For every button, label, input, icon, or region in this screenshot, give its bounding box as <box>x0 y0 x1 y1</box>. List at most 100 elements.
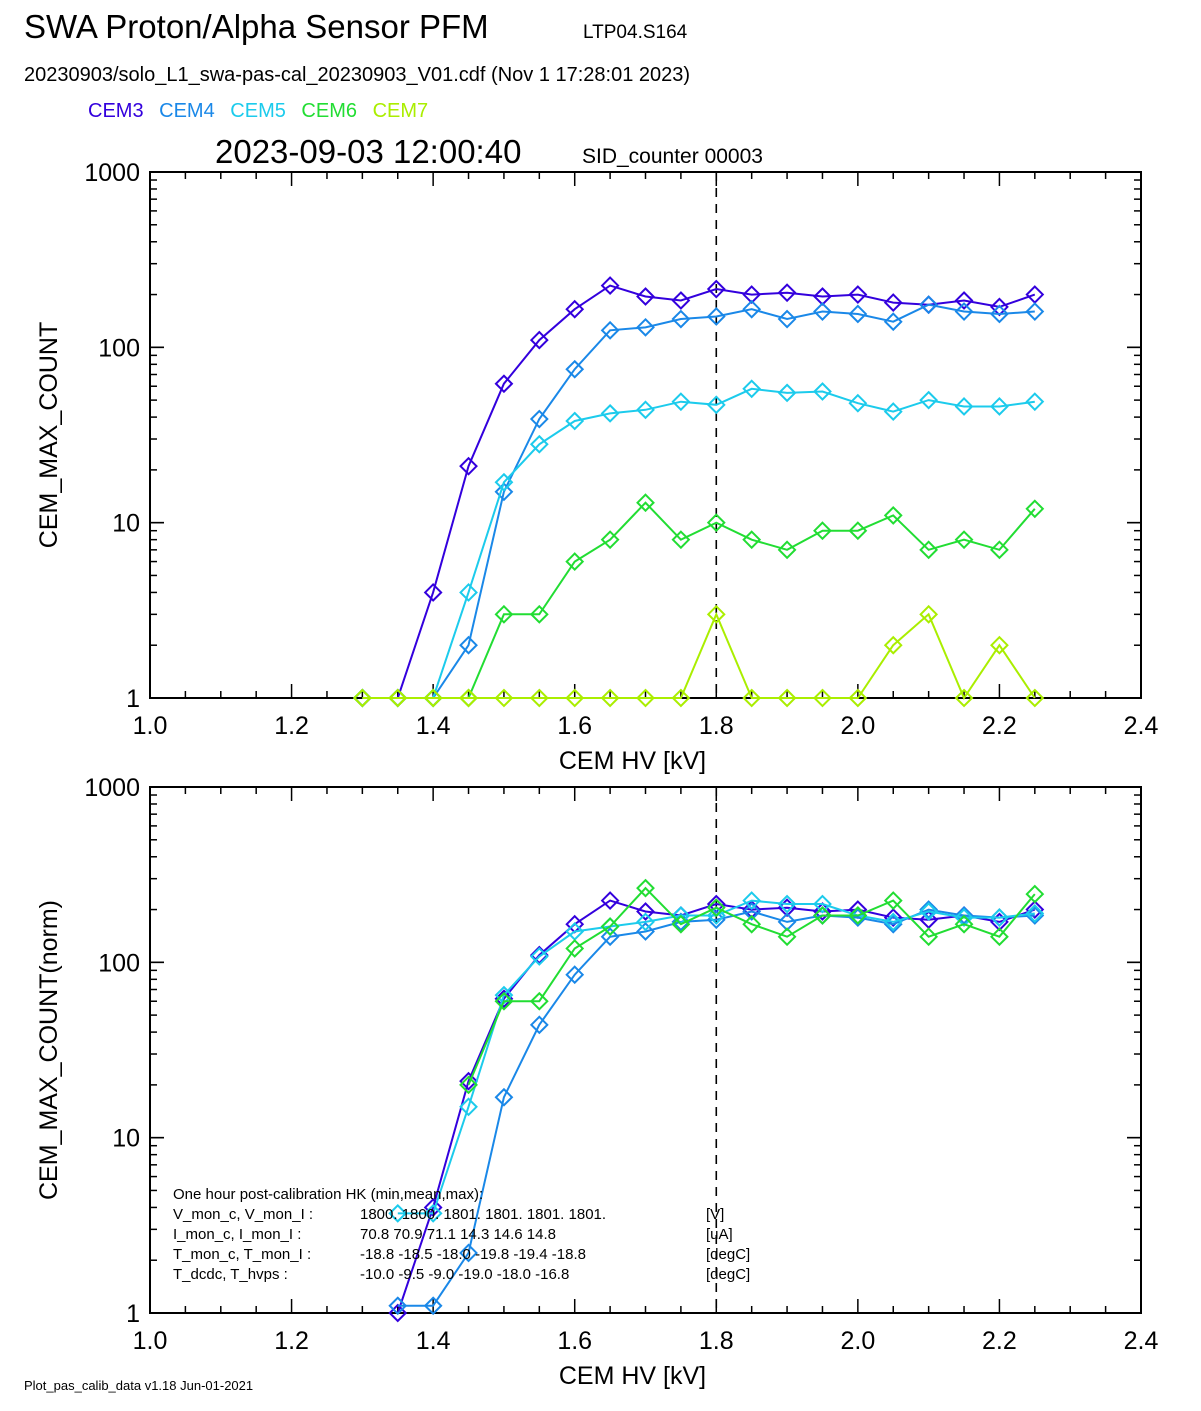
hk-unit: [V] <box>706 1206 724 1223</box>
data-point <box>494 991 514 1011</box>
series-cem6 <box>459 878 1045 1095</box>
series-line <box>362 284 1036 699</box>
data-point <box>600 276 620 295</box>
data-point <box>494 472 514 492</box>
data-point <box>529 688 549 708</box>
data-point <box>990 635 1009 655</box>
data-point <box>565 552 585 571</box>
data-point <box>954 302 974 321</box>
data-point <box>600 891 620 910</box>
legend-cem3: CEM3 <box>88 100 144 122</box>
hk-values: -18.8 -18.5 -18.0 -19.8 -19.4 -18.8 <box>360 1246 586 1263</box>
data-point <box>423 583 443 602</box>
data-point <box>954 530 974 550</box>
data-point <box>777 283 797 303</box>
data-point <box>423 1198 443 1217</box>
data-point <box>636 287 655 306</box>
data-point <box>459 1097 478 1117</box>
data-point <box>883 505 903 525</box>
data-point <box>848 521 868 541</box>
data-point <box>919 927 939 947</box>
y-tick-label: 1000 <box>84 159 140 187</box>
data-point <box>600 917 620 936</box>
data-point <box>494 482 514 502</box>
data-point <box>600 320 620 340</box>
data-point <box>742 299 762 319</box>
hk-values: -10.0 -9.5 -9.0 -19.0 -18.0 -16.8 <box>360 1266 569 1283</box>
x-tick-label: 2.0 <box>840 712 875 740</box>
data-point <box>636 317 655 337</box>
data-point <box>919 390 939 410</box>
x-axis-title: CEM HV [kV] <box>559 747 706 775</box>
x-tick-label: 1.6 <box>557 1327 592 1355</box>
legend-cem5: CEM5 <box>230 100 286 122</box>
data-point <box>777 927 797 947</box>
data-point <box>919 604 939 624</box>
data-point <box>706 513 726 533</box>
chart-1: 1.0 1.2 1.4 1.6 1.8 2.0 2.2 2.4 1 10 100 1000 CEM HV… <box>35 159 1158 775</box>
data-point <box>848 393 868 413</box>
data-point <box>529 604 549 624</box>
x-tick-label: 1.2 <box>274 712 309 740</box>
data-point <box>529 947 549 966</box>
timestamp: 2023-09-03 12:00:40 <box>215 133 522 170</box>
hk-values: 70.8 70.9 71.1 14.3 14.6 14.8 <box>360 1226 556 1243</box>
plot-frame <box>149 171 1142 699</box>
data-point <box>388 688 408 708</box>
data-point <box>565 299 585 319</box>
data-point <box>636 688 655 708</box>
data-point <box>388 1296 408 1316</box>
data-point <box>813 382 832 401</box>
data-point <box>671 392 691 412</box>
data-point <box>848 688 868 708</box>
hk-label: I_mon_c, I_mon_I : <box>173 1226 301 1243</box>
data-point <box>777 898 797 918</box>
data-point <box>671 914 691 934</box>
data-point <box>1025 302 1045 321</box>
data-point <box>813 906 832 925</box>
data-point <box>529 434 549 454</box>
data-point <box>848 285 868 304</box>
x-tick-label: 1.0 <box>133 712 168 740</box>
data-point <box>706 898 726 918</box>
data-point <box>529 330 549 350</box>
data-point <box>459 456 478 476</box>
data-point <box>954 291 974 310</box>
data-point <box>423 1296 443 1316</box>
data-point <box>1025 499 1045 519</box>
data-point <box>848 906 868 925</box>
series-cem6 <box>352 493 1045 708</box>
data-point <box>777 688 797 708</box>
data-point <box>742 688 762 708</box>
data-point <box>919 540 939 560</box>
data-point <box>565 939 585 958</box>
series-line <box>467 886 1036 1086</box>
x-tick-label: 2.2 <box>982 712 1017 740</box>
data-point <box>742 891 762 910</box>
x-tick-label: 2.2 <box>982 1327 1017 1355</box>
data-point <box>990 540 1009 560</box>
file-line: 20230903/solo_L1_swa-pas-cal_20230903_V0… <box>24 64 691 86</box>
data-point <box>954 397 974 416</box>
page-title: SWA Proton/Alpha Sensor PFM <box>24 8 489 45</box>
data-point <box>883 293 903 312</box>
x-tick-label: 2.0 <box>840 1327 875 1355</box>
data-point <box>494 989 514 1009</box>
y-tick-label: 1000 <box>84 774 140 802</box>
series-line <box>362 501 1036 699</box>
data-point <box>919 295 939 315</box>
data-point <box>529 1015 549 1035</box>
data-point <box>600 530 620 550</box>
y-axis-title: CEM_MAX_COUNT <box>35 322 63 548</box>
x-tick-label: 1.6 <box>557 712 592 740</box>
data-point <box>671 688 691 708</box>
data-point <box>777 894 797 914</box>
data-point <box>1025 900 1045 919</box>
data-point <box>706 307 726 326</box>
data-point <box>883 912 903 932</box>
x-tick-label: 1.0 <box>133 1327 168 1355</box>
data-point <box>990 304 1009 324</box>
x-tick-label: 2.4 <box>1124 712 1159 740</box>
data-point <box>352 688 372 708</box>
